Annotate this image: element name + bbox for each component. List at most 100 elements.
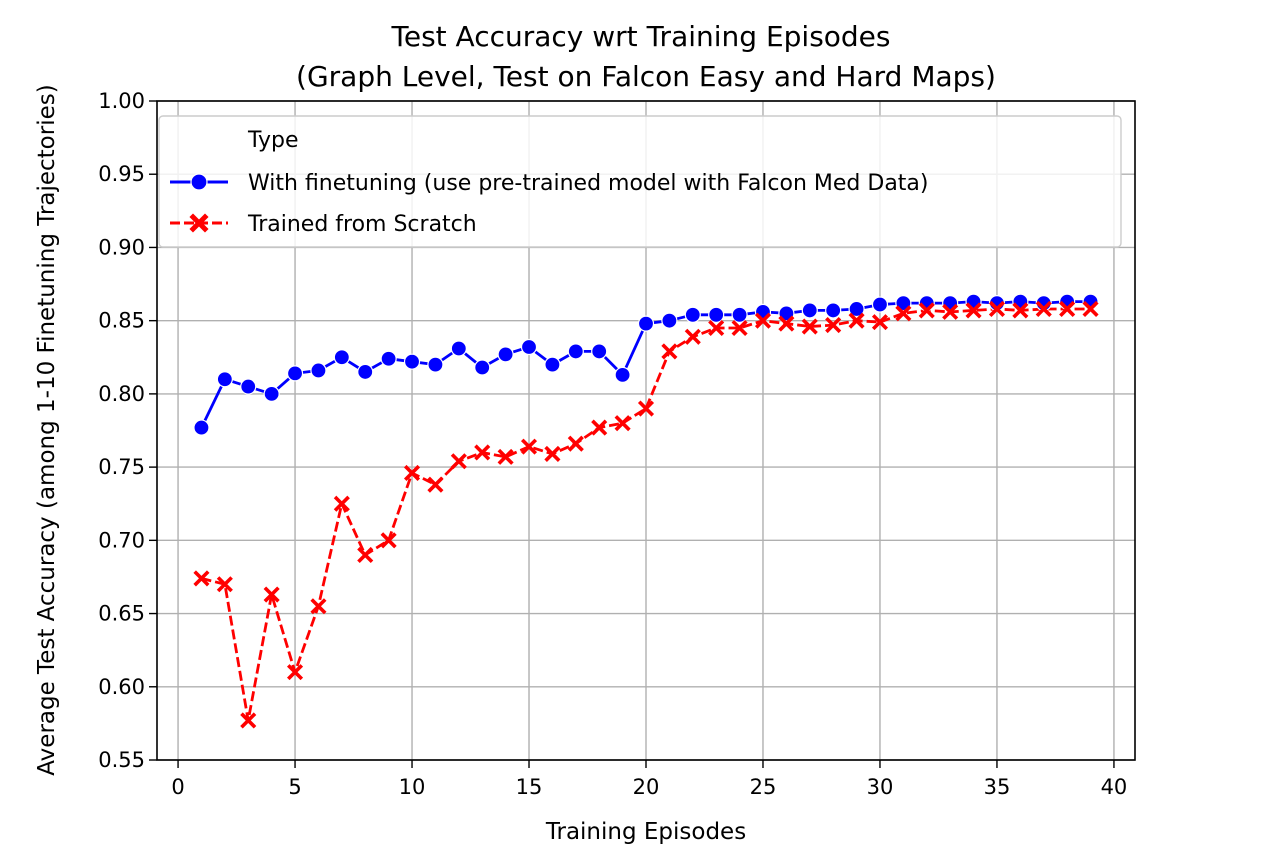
data-point-scratch [614,415,631,432]
data-point-finetuning [591,343,608,360]
data-point-finetuning [614,366,631,383]
data-point-finetuning [895,294,912,312]
data-point-finetuning [333,349,350,366]
data-point-finetuning [731,306,748,323]
legend-title: Type [247,128,299,153]
data-point-scratch [333,495,350,512]
data-point-scratch [801,318,818,335]
data-point-finetuning [263,385,280,402]
legend: Type With finetuning (use pre-trained mo… [158,115,1122,248]
data-point-finetuning [403,353,421,370]
data-point-finetuning [193,419,210,436]
y-tick-label: 1.00 [98,89,145,113]
chart-subtitle: (Graph Level, Test on Falcon Easy and Ha… [296,60,996,93]
data-point-scratch [754,312,772,329]
x-tick-label: 10 [399,775,426,799]
data-point-scratch [1012,302,1029,319]
y-tick-label: 0.85 [98,309,145,333]
data-point-scratch [544,445,561,462]
data-point-scratch [661,343,678,360]
data-point-finetuning [357,363,374,381]
data-point-scratch [567,435,584,452]
data-point-scratch [1082,300,1099,317]
x-axis: 0 5 10 15 20 25 30 35 40 [171,760,1127,799]
data-point-scratch [497,448,514,465]
data-point-finetuning [474,359,491,376]
x-tick-label: 5 [288,775,301,799]
x-axis-label: Training Episodes [545,819,746,845]
data-point-scratch [871,314,889,331]
data-point-scratch [637,400,655,417]
x-tick-label: 35 [984,775,1011,799]
x-tick-label: 40 [1101,775,1128,799]
data-point-scratch [520,438,538,455]
data-point-scratch [591,419,608,436]
data-point-scratch [193,570,210,587]
data-point-finetuning [778,305,795,322]
data-point-scratch [1059,300,1076,317]
data-point-scratch [357,546,374,564]
data-point-scratch [895,305,912,322]
data-point-finetuning [497,346,514,363]
data-point-finetuning [825,302,842,319]
legend-marker-finetuning [190,173,208,191]
y-axis-label: Average Test Accuracy (among 1-10 Finetu… [34,84,60,775]
chart-title: Test Accuracy wrt Training Episodes [391,20,891,53]
x-tick-label: 30 [867,775,894,799]
y-tick-label: 0.55 [98,748,145,772]
data-point-finetuning [801,302,818,319]
data-point-scratch [1035,300,1052,317]
y-tick-label: 0.90 [98,235,145,259]
data-point-finetuning [661,312,678,329]
data-point-scratch [263,586,280,603]
y-axis: 0.55 0.60 0.65 0.70 0.75 0.80 0.85 0.90 0.95 1.00 [98,89,157,772]
data-point-scratch [380,532,397,549]
y-tick-label: 0.60 [98,675,145,699]
data-point-scratch [708,319,725,337]
data-point-scratch [427,476,444,493]
data-point-finetuning [216,371,233,388]
data-point-finetuning [871,296,889,313]
y-tick-label: 0.70 [98,528,145,552]
data-point-finetuning [520,338,538,356]
data-point-finetuning [240,378,257,395]
data-point-finetuning [544,356,561,373]
data-point-scratch [474,444,491,461]
y-tick-label: 0.80 [98,382,145,406]
data-point-scratch [942,303,959,320]
data-point-scratch [286,664,304,681]
x-tick-label: 15 [516,775,543,799]
series-line-scratch [201,307,1091,722]
data-point-finetuning [427,356,444,373]
data-point-scratch [240,712,257,729]
data-point-scratch [684,328,701,345]
data-point-finetuning [637,315,655,332]
series-markers [193,293,1099,729]
data-point-finetuning [848,300,865,318]
data-point-scratch [731,319,748,337]
data-point-finetuning [450,340,467,357]
data-point-scratch [778,315,795,332]
data-point-finetuning [567,343,584,360]
data-point-finetuning [286,365,304,382]
data-point-scratch [848,312,865,329]
data-point-scratch [216,576,233,593]
data-point-finetuning [684,306,701,323]
y-tick-label: 0.75 [98,455,145,479]
data-point-scratch [403,464,421,482]
y-tick-label: 0.95 [98,162,145,186]
data-point-scratch [825,317,842,334]
data-point-scratch [988,300,1006,317]
legend-box [158,115,1122,248]
y-tick-label: 0.65 [98,602,145,626]
legend-label-scratch: Trained from Scratch [247,212,477,237]
data-point-finetuning [310,362,327,379]
legend-marker-scratch [189,213,209,233]
x-tick-label: 20 [633,775,660,799]
data-point-finetuning [380,350,397,367]
data-point-scratch [965,302,982,319]
legend-label-finetuning: With finetuning (use pre-trained model w… [248,171,929,196]
data-point-scratch [310,598,327,615]
data-point-finetuning [708,306,725,323]
